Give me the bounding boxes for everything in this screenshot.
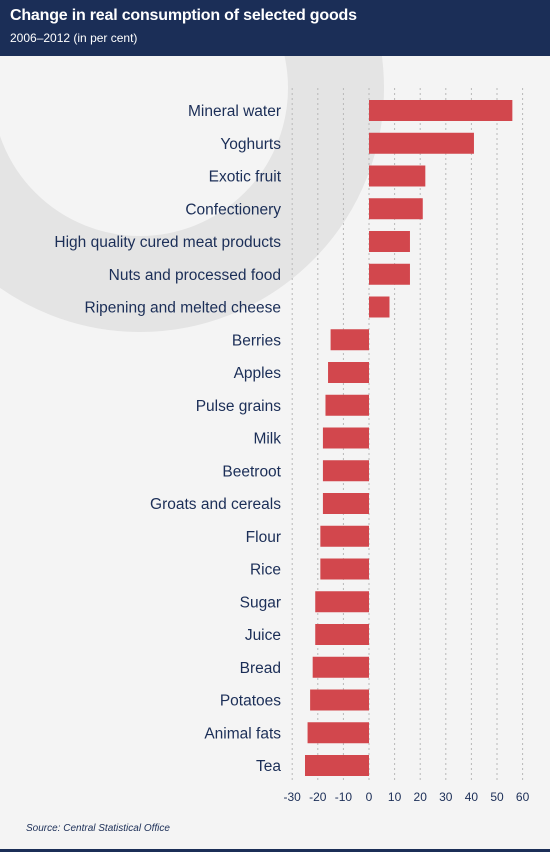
x-axis-tick-labels: -30 -20 -10 0 10 20 30 40 50 60 <box>284 790 530 804</box>
bar <box>330 329 369 351</box>
category-label: Apples <box>234 365 282 382</box>
x-tick-label: -30 <box>284 790 302 804</box>
x-tick-label: 40 <box>465 790 479 804</box>
category-label: Nuts and processed food <box>109 267 281 284</box>
category-labels: Mineral water Yoghurts Exotic fruit Confect… <box>54 103 281 775</box>
bar <box>322 460 369 482</box>
bar <box>322 427 369 449</box>
category-label: Mineral water <box>188 103 281 120</box>
category-label: Ripening and melted cheese <box>85 300 281 317</box>
bar <box>369 296 390 318</box>
category-label: Exotic fruit <box>209 169 282 186</box>
x-tick-label: 20 <box>414 790 428 804</box>
bar <box>369 263 410 285</box>
chart-subtitle: 2006–2012 (in per cent) <box>10 31 138 45</box>
category-label: Pulse grains <box>196 398 282 415</box>
bar <box>315 624 369 645</box>
category-label: Groats and cereals <box>150 496 281 513</box>
bar <box>369 132 474 154</box>
category-label: Juice <box>245 627 281 644</box>
category-label: Flour <box>246 529 281 546</box>
category-label: Tea <box>256 758 281 775</box>
category-label: Sugar <box>240 594 281 611</box>
bar <box>369 165 426 187</box>
bar <box>322 493 369 514</box>
title-bar: Change in real consumption of selected g… <box>0 0 550 56</box>
bar <box>369 231 410 252</box>
bottom-rule <box>0 849 550 852</box>
watermark-ring <box>0 0 384 332</box>
bar <box>325 394 369 416</box>
category-label: Confectionery <box>185 201 281 218</box>
source-note: Source: Central Statistical Office <box>26 823 170 834</box>
category-label: High quality cured meat products <box>54 234 281 251</box>
bar <box>312 656 369 678</box>
x-tick-label: -20 <box>309 790 327 804</box>
bar <box>369 198 423 220</box>
x-tick-label: -10 <box>335 790 353 804</box>
x-tick-label: 30 <box>439 790 453 804</box>
bar <box>315 591 369 613</box>
category-label: Rice <box>250 562 281 579</box>
bar <box>310 689 369 711</box>
x-tick-label: 10 <box>388 790 402 804</box>
category-label: Beetroot <box>222 463 281 480</box>
bar <box>320 525 369 547</box>
category-label: Bread <box>240 660 281 677</box>
bar <box>369 100 513 121</box>
chart-title: Change in real consumption of selected g… <box>10 7 357 24</box>
category-label: Yoghurts <box>220 136 281 153</box>
x-tick-label: 0 <box>366 790 373 804</box>
category-label: Animal fats <box>204 725 281 742</box>
bars <box>305 100 513 776</box>
bar <box>320 558 369 580</box>
x-tick-label: 50 <box>490 790 504 804</box>
bar <box>328 362 369 383</box>
bar <box>307 722 369 744</box>
bar <box>305 755 369 776</box>
x-tick-label: 60 <box>516 790 530 804</box>
category-label: Berries <box>232 332 281 349</box>
category-label: Potatoes <box>220 693 281 710</box>
category-label: Milk <box>253 431 281 448</box>
